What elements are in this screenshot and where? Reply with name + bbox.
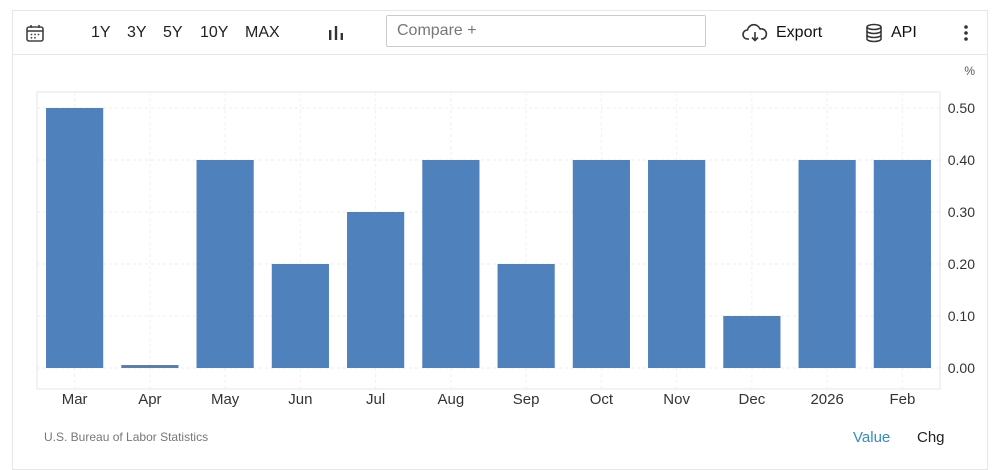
- bar-jul[interactable]: [347, 212, 405, 368]
- y-tick-label: 0.20: [948, 256, 975, 272]
- x-tick-label: Sep: [513, 391, 540, 408]
- y-tick-label: 0.10: [948, 308, 975, 324]
- bar-2026[interactable]: [798, 160, 856, 368]
- x-tick-label: Oct: [590, 391, 614, 408]
- range-10y-button[interactable]: 10Y: [200, 23, 229, 41]
- y-tick-label: 0.50: [948, 100, 975, 116]
- chart-type-button[interactable]: [327, 11, 345, 54]
- more-options-button[interactable]: [963, 11, 969, 54]
- x-tick-label: Apr: [138, 391, 161, 408]
- bar-mar[interactable]: [46, 108, 104, 368]
- range-3y-button[interactable]: 3Y: [127, 23, 147, 41]
- x-tick-label: 2026: [810, 391, 843, 408]
- x-tick-label: Nov: [663, 391, 690, 408]
- x-tick-label: Aug: [438, 391, 465, 408]
- bar-feb[interactable]: [873, 160, 931, 368]
- range-1y-button[interactable]: 1Y: [91, 23, 111, 41]
- bar-nov[interactable]: [648, 160, 706, 368]
- api-label: API: [891, 23, 917, 41]
- range-max-button[interactable]: MAX: [245, 23, 280, 41]
- value-toggle[interactable]: Value: [853, 429, 891, 446]
- bar-chart-icon: [329, 25, 343, 40]
- bar-may[interactable]: [196, 160, 254, 368]
- api-button[interactable]: API: [865, 11, 917, 54]
- chg-toggle[interactable]: Chg: [917, 429, 945, 446]
- y-axis-unit: %: [964, 64, 975, 78]
- x-tick-label: Jun: [288, 391, 312, 408]
- y-tick-label: 0.30: [948, 204, 975, 220]
- export-label: Export: [776, 23, 823, 41]
- more-vertical-icon: [964, 24, 968, 41]
- chart-toolbar: 1Y 3Y 5Y 10Y MAX Export: [13, 11, 987, 55]
- plot-area: [36, 91, 941, 390]
- bar-jun[interactable]: [271, 264, 329, 368]
- calendar-button[interactable]: [25, 11, 45, 54]
- x-tick-label: Jul: [366, 391, 385, 408]
- range-5y-button[interactable]: 5Y: [163, 23, 183, 41]
- bar-oct[interactable]: [572, 160, 630, 368]
- y-tick-label: 0.00: [948, 360, 975, 376]
- x-tick-label: Dec: [739, 391, 766, 408]
- cloud-download-icon: [742, 23, 768, 42]
- bar-apr[interactable]: [121, 365, 179, 368]
- bar-aug[interactable]: [422, 160, 480, 368]
- bar-sep[interactable]: [497, 264, 555, 368]
- bar-dec[interactable]: [723, 316, 781, 368]
- database-icon: [866, 23, 882, 42]
- compare-input[interactable]: [386, 15, 706, 47]
- x-tick-label: Mar: [62, 391, 88, 408]
- export-button[interactable]: Export: [742, 11, 822, 54]
- x-tick-label: May: [211, 391, 240, 408]
- source-label: U.S. Bureau of Labor Statistics: [44, 430, 209, 444]
- calendar-icon: [26, 24, 44, 42]
- x-tick-label: Feb: [889, 391, 915, 408]
- y-tick-label: 0.40: [948, 152, 975, 168]
